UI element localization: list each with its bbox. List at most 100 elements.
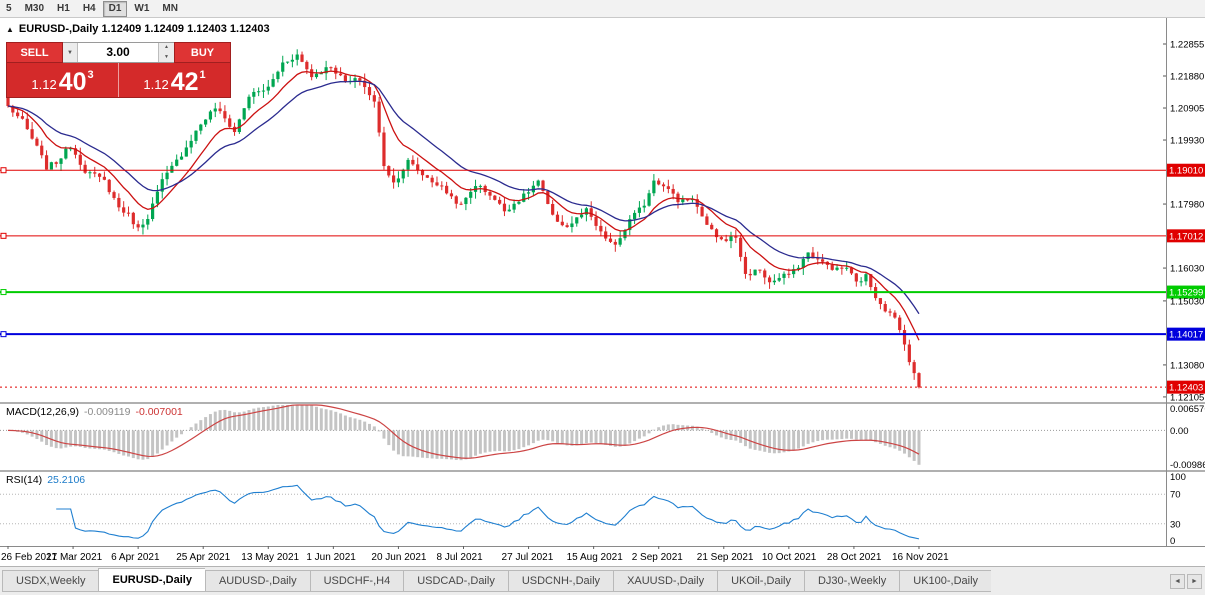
panel-splitter[interactable] [0, 470, 1205, 472]
date-axis-label: 26 Feb 2021 [1, 552, 58, 563]
chart-tab-dj30-weekly[interactable]: DJ30-,Weekly [803, 570, 900, 592]
timeframe-button-H4[interactable]: H4 [77, 1, 102, 17]
line-anchor-marker[interactable] [0, 331, 7, 338]
candlesticks [6, 49, 921, 389]
rsi-axis-tick: 30 [1170, 519, 1181, 530]
chart-plot-area[interactable] [0, 18, 1166, 546]
date-axis-label: 21 Sep 2021 [697, 552, 754, 563]
date-axis-label: 8 Jul 2021 [436, 552, 483, 563]
line-anchor-marker[interactable] [0, 232, 7, 239]
rsi-axis-tick: 70 [1170, 490, 1181, 501]
chart-tab-usdcad-daily[interactable]: USDCAD-,Daily [403, 570, 508, 592]
chart-tab-xauusd-daily[interactable]: XAUUSD-,Daily [613, 570, 718, 592]
price-line-label-text: 1.15299 [1169, 288, 1203, 299]
chart-tab-usdcnh-daily[interactable]: USDCNH-,Daily [507, 570, 614, 592]
macd-signal-line [7, 404, 920, 459]
date-axis-label: 16 Nov 2021 [892, 552, 949, 563]
macd-signal-value: -0.007001 [135, 406, 183, 418]
ma-fast-line [7, 70, 920, 341]
tabs-scroll-left-icon[interactable]: ◄ [1170, 574, 1185, 589]
price-axis-tick: 1.22855 [1170, 40, 1204, 51]
macd-axis-tick: 0.006576 [1170, 404, 1205, 415]
timeframe-button-5[interactable]: 5 [0, 1, 18, 17]
panel-splitter[interactable] [0, 402, 1205, 404]
rsi-name: RSI(14) [6, 474, 43, 486]
rsi-axis-tick: 0 [1170, 536, 1175, 547]
price-axis-tick: 1.21880 [1170, 72, 1204, 83]
volume-control: ▼ 3.00 ▲ ▼ [63, 42, 174, 63]
buy-button[interactable]: BUY [174, 42, 231, 63]
date-axis-label: 17 Mar 2021 [46, 552, 103, 563]
date-axis-label: 15 Aug 2021 [567, 552, 624, 563]
price-axis-tick: 1.15030 [1170, 296, 1204, 307]
macd-axis-tick: -0.009866 [1170, 460, 1205, 471]
price-axis-tick: 1.20905 [1170, 104, 1204, 115]
timeframe-toolbar: 5 M30 H1 H4 D1 W1 MN [0, 0, 1205, 18]
line-anchor-marker[interactable] [0, 289, 7, 296]
volume-increase-button[interactable]: ▲ [159, 43, 174, 53]
date-axis-label: 13 May 2021 [241, 552, 299, 563]
macd-name: MACD(12,26,9) [6, 406, 79, 418]
date-axis-label: 28 Oct 2021 [827, 552, 882, 563]
sell-price-display[interactable]: 1.12 40 3 [31, 67, 94, 96]
current-price-label-text: 1.12403 [1169, 383, 1203, 394]
timeframe-button-M30[interactable]: M30 [19, 1, 50, 17]
date-axis-label: 2 Sep 2021 [632, 552, 684, 563]
chart-tab-audusd-daily[interactable]: AUDUSD-,Daily [204, 570, 310, 592]
volume-input[interactable]: 3.00 [106, 45, 130, 59]
price-axis-tick: 1.17980 [1170, 200, 1204, 211]
rsi-value: 25.2106 [47, 474, 86, 486]
current-price-label [1167, 380, 1205, 394]
rsi-line [56, 484, 920, 540]
price-line-label [1167, 229, 1205, 243]
chart-tabs-bar: USDX,Weekly EURUSD-,Daily AUDUSD-,Daily USD… [0, 566, 1205, 595]
macd-axis-tick: 0.00 [1170, 426, 1189, 437]
price-line-label-text: 1.17012 [1169, 231, 1203, 242]
rsi-indicator-label: RSI(14) 25.2106 [6, 474, 85, 486]
volume-spinner: ▲ ▼ [158, 43, 174, 62]
price-axis-tick: 1.13080 [1170, 360, 1204, 371]
date-axis-label: 10 Oct 2021 [762, 552, 817, 563]
line-anchor-marker[interactable] [0, 167, 7, 174]
macd-histogram [7, 404, 921, 465]
chart-tab-uk100-daily[interactable]: UK100-,Daily [899, 570, 992, 592]
sell-button[interactable]: SELL [6, 42, 63, 63]
rsi-axis-tick: 100 [1170, 472, 1186, 483]
buy-price-display[interactable]: 1.12 42 1 [143, 67, 206, 96]
price-line-label [1167, 327, 1205, 341]
date-axis-label: 27 Jul 2021 [502, 552, 554, 563]
volume-dropdown-button[interactable]: ▼ [63, 43, 78, 62]
ma-slow-line [7, 80, 920, 315]
timeframe-button-W1[interactable]: W1 [128, 1, 155, 17]
price-line-label [1167, 285, 1205, 299]
price-line-label [1167, 163, 1205, 177]
price-divider [118, 63, 119, 97]
price-line-label-text: 1.14017 [1169, 330, 1203, 341]
timeframe-button-MN[interactable]: MN [156, 1, 184, 17]
trade-panel-toggle-icon[interactable]: ▲ [6, 24, 14, 34]
price-axis-tick: 1.19930 [1170, 136, 1204, 147]
timeframe-button-D1[interactable]: D1 [102, 0, 128, 17]
chart-tab-eurusd-daily[interactable]: EURUSD-,Daily [98, 568, 205, 592]
chart-header: ▲ EURUSD-,Daily 1.12409 1.12409 1.12403 … [6, 23, 270, 35]
chart-tab-usdx-weekly[interactable]: USDX,Weekly [2, 570, 99, 592]
date-axis-label: 25 Apr 2021 [176, 552, 230, 563]
one-click-trading-panel: SELL ▼ 3.00 ▲ ▼ BUY 1.12 40 3 1.12 42 1 [6, 42, 231, 98]
price-axis-tick: 1.16030 [1170, 264, 1204, 275]
macd-indicator-label: MACD(12,26,9) -0.009119 -0.007001 [6, 406, 183, 418]
date-axis-label: 6 Apr 2021 [111, 552, 160, 563]
macd-value: -0.009119 [83, 406, 131, 418]
chart-tab-usdchf-h4[interactable]: USDCHF-,H4 [309, 570, 404, 592]
chart-tab-ukoil-daily[interactable]: UKOil-,Daily [717, 570, 804, 592]
tab-scroll-controls: ◄ ► [1170, 574, 1202, 589]
tabs-scroll-right-icon[interactable]: ► [1187, 574, 1202, 589]
date-axis-label: 1 Jun 2021 [306, 552, 356, 563]
timeframe-button-H1[interactable]: H1 [51, 1, 76, 17]
price-axis-tick: 1.12105 [1170, 392, 1204, 403]
symbol-ohlc-text: EURUSD-,Daily 1.12409 1.12409 1.12403 1.… [18, 23, 270, 35]
date-axis-label: 20 Jun 2021 [371, 552, 426, 563]
price-line-label-text: 1.19010 [1169, 166, 1203, 177]
volume-decrease-button[interactable]: ▼ [159, 52, 174, 62]
